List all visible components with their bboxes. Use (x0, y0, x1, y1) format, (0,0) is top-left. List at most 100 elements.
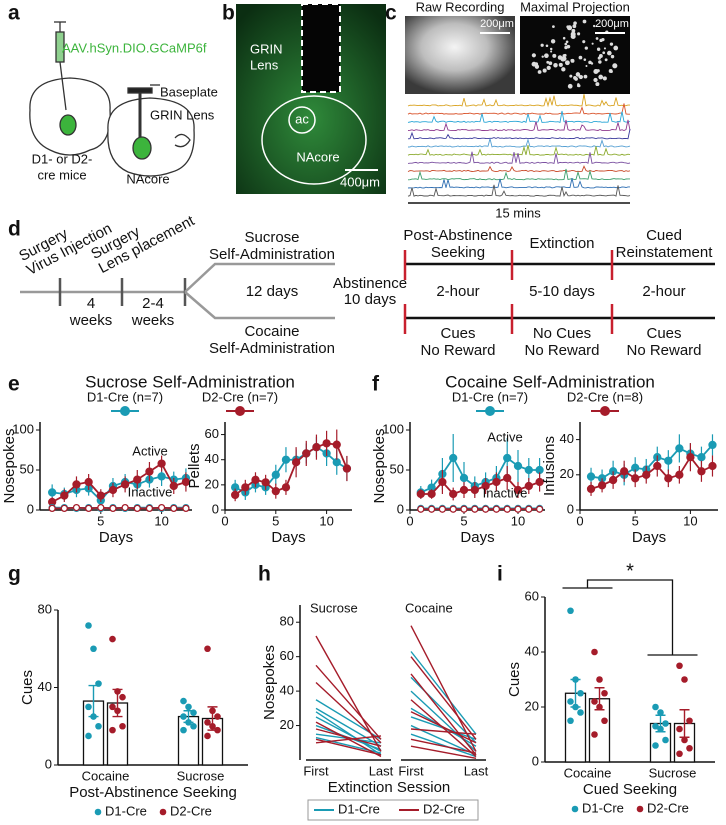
data-point (281, 483, 291, 492)
subject-line (410, 651, 477, 735)
x-tick-label: First (398, 763, 424, 778)
cell-dot (564, 45, 568, 50)
phase-duration: 5-10 days (529, 283, 595, 300)
subject-line (410, 738, 477, 754)
cell-dot (561, 67, 566, 72)
data-point (241, 483, 250, 492)
data-point (652, 722, 659, 730)
annotation: Inactive (128, 484, 173, 499)
annotation: Inactive (483, 485, 528, 500)
cell-dot (540, 43, 544, 47)
cell-dot (577, 84, 581, 88)
x-tick-label: 5 (460, 513, 467, 528)
data-point (591, 698, 598, 705)
x-tick-label: 0 (221, 513, 228, 528)
cell-dot (549, 47, 553, 51)
data-point (653, 461, 662, 471)
y-axis-label: Nosepokes (261, 645, 278, 720)
data-point (209, 722, 216, 730)
x-tick-label: Sucrose (177, 768, 225, 783)
x-tick-label: 5 (632, 513, 639, 528)
panel-label: e (8, 373, 20, 396)
phase-condition: Cues (646, 325, 681, 342)
x-axis-label: Days (460, 529, 494, 546)
data-point (180, 713, 187, 720)
y-tick-label: 40 (560, 431, 574, 446)
legend-marker (120, 406, 130, 416)
cell-dot (542, 68, 547, 73)
x-tick-label: Sucrose (649, 765, 697, 780)
panel-label: i (497, 563, 503, 586)
subject-line (410, 673, 477, 756)
data-point (686, 453, 695, 462)
subject-line (410, 733, 477, 758)
data-point (271, 470, 280, 479)
x-tick-label: 10 (154, 513, 168, 528)
cell-dot (565, 40, 569, 44)
cell-dot (531, 53, 536, 58)
data-point (608, 475, 618, 485)
cell-dot (590, 62, 594, 65)
phase-name: Seeking (431, 244, 485, 261)
cell-dot (610, 70, 613, 73)
y-tick-label: 0 (45, 756, 52, 771)
baseplate-label: Baseplate (160, 84, 218, 99)
data-point (652, 703, 659, 711)
cell-dot (564, 42, 568, 46)
data-point (591, 731, 598, 738)
data-point (90, 713, 97, 720)
phase-name: Post-Abstinence (403, 227, 512, 244)
cell-dot (578, 76, 581, 79)
histology-image (236, 3, 386, 194)
data-point (525, 505, 533, 513)
data-point (214, 726, 221, 734)
y-tick-label: 80 (38, 601, 52, 616)
surgery-diagram (29, 21, 195, 177)
data-point (664, 456, 673, 465)
panel-label: g (8, 563, 21, 586)
cell-dot (612, 63, 618, 69)
data-point (119, 693, 126, 701)
y-axis-label: Cues (506, 662, 523, 697)
cell-dot (608, 51, 612, 55)
phase-condition: No Cues (533, 325, 591, 342)
cell-dot (572, 24, 577, 29)
legend-label: D1-Cre (582, 800, 624, 815)
cell-dot (544, 53, 549, 59)
y-axis-label: Cues (19, 670, 36, 705)
x-axis-label: Cued Seeking (583, 781, 677, 798)
data-point (567, 607, 574, 615)
timeline-label: weeks (131, 312, 175, 329)
y-tick-label: 50 (20, 461, 34, 476)
cell-dot (583, 74, 588, 79)
legend-label: D2-Cre (423, 801, 465, 816)
panel-label: f (372, 373, 380, 396)
panel-title: Sucrose (310, 600, 358, 615)
cell-dots (531, 19, 619, 89)
cell-dot (603, 47, 607, 50)
data-point (416, 489, 425, 499)
data-point (108, 485, 118, 495)
cell-dot (546, 65, 551, 70)
data-point (620, 467, 629, 476)
scale-label: 200μm (480, 18, 514, 30)
data-point (492, 505, 501, 513)
cell-dot (566, 25, 573, 31)
cell-dot (601, 38, 605, 42)
panel-label: b (222, 2, 235, 25)
data-point (503, 505, 511, 513)
subject-line (410, 699, 477, 758)
legend-marker (159, 808, 167, 816)
x-tick-label: 10 (511, 513, 525, 528)
mice-label: D1- or D2- (32, 151, 93, 166)
data-point (676, 662, 683, 670)
panel-title: Cocaine Self-Administration (445, 372, 655, 391)
data-point (204, 732, 211, 740)
data-point (291, 458, 301, 467)
cell-dot (570, 59, 573, 62)
phase-name: Reinstatement (616, 244, 714, 261)
x-tick-label: 10 (683, 513, 697, 528)
region-label: NAcore (126, 171, 169, 186)
panel-title: Cocaine (405, 600, 453, 615)
virus-label: AAV.hSyn.DIO.GCaMP6f (62, 40, 207, 55)
